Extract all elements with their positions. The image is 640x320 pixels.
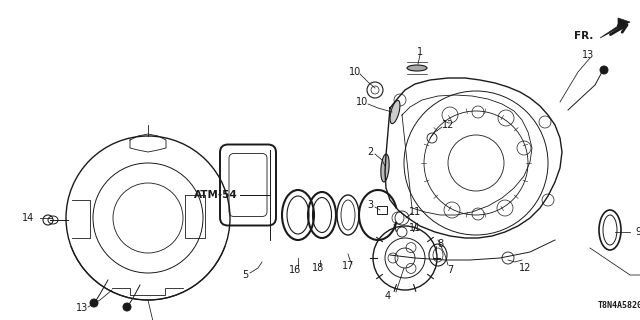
- Text: 11: 11: [409, 207, 421, 217]
- Text: 17: 17: [342, 261, 354, 271]
- Text: 16: 16: [289, 265, 301, 275]
- Text: 1: 1: [417, 47, 423, 57]
- Text: FR.: FR.: [573, 31, 593, 41]
- Circle shape: [90, 299, 98, 307]
- Text: 18: 18: [312, 263, 324, 273]
- Text: 13: 13: [582, 50, 594, 60]
- Ellipse shape: [407, 65, 427, 71]
- Text: 12: 12: [442, 120, 454, 130]
- Text: 14: 14: [22, 213, 34, 223]
- Text: 12: 12: [519, 263, 531, 273]
- Text: 2: 2: [367, 147, 373, 157]
- Polygon shape: [600, 18, 630, 38]
- Text: ATM-54: ATM-54: [195, 190, 238, 200]
- Text: 4: 4: [385, 291, 391, 301]
- Circle shape: [600, 66, 608, 74]
- Text: 7: 7: [447, 265, 453, 275]
- Text: 5: 5: [242, 270, 248, 280]
- Text: 3: 3: [367, 200, 373, 210]
- Text: 10: 10: [356, 97, 368, 107]
- Text: 10: 10: [349, 67, 361, 77]
- Text: 8: 8: [437, 239, 443, 249]
- Text: 11: 11: [409, 223, 421, 233]
- Text: T8N4A5820: T8N4A5820: [598, 301, 640, 310]
- Ellipse shape: [390, 100, 400, 124]
- Circle shape: [123, 303, 131, 311]
- Text: 9: 9: [635, 227, 640, 237]
- Text: 13: 13: [76, 303, 88, 313]
- Ellipse shape: [381, 154, 389, 182]
